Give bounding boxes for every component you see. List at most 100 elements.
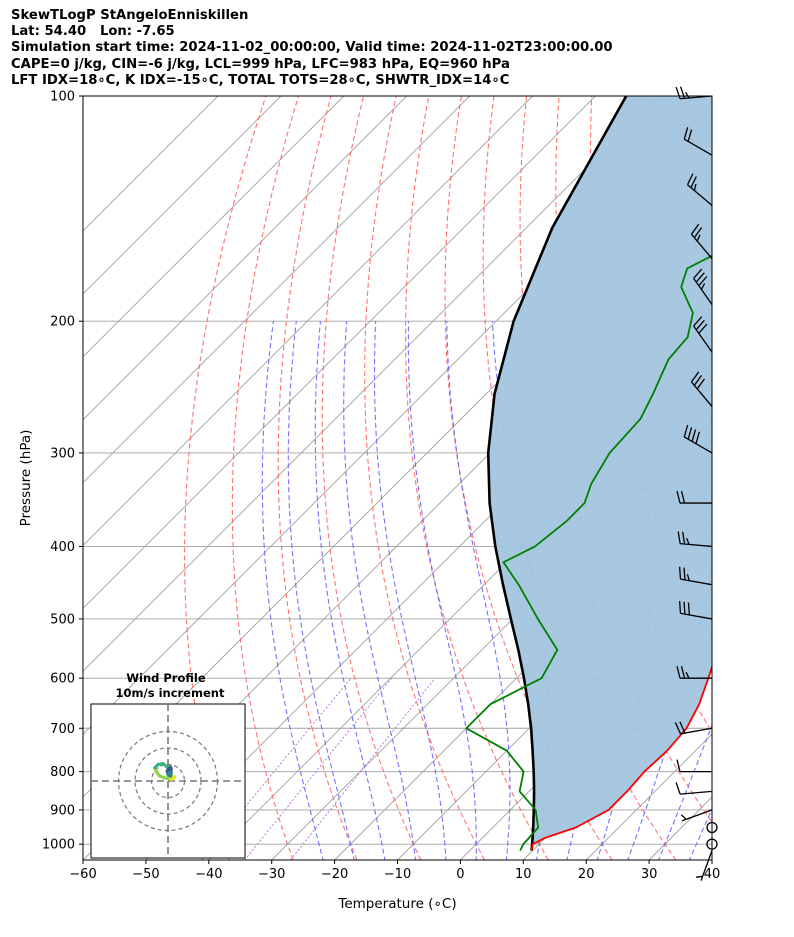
wind-barb [706,838,718,850]
barb-staff [680,95,713,100]
wind-barb [695,850,713,881]
barb-feather [686,173,694,186]
barb-feather [700,283,706,290]
x-tick-label: −40 [195,867,222,882]
chart-header: SkewTLogP StAngeloEnniskillen Lat: 54.40… [11,8,613,89]
chart-title: SkewTLogP StAngeloEnniskillen [11,8,249,23]
barb-staff [690,381,713,407]
dry-adiabat [321,96,422,860]
barb-staff [681,809,713,822]
x-tick-label: −50 [132,867,159,882]
wind-barb [706,821,718,834]
barb-feather [675,782,681,795]
barb-feather [674,722,682,735]
barb-feather [695,319,705,331]
isotherm-line [83,96,345,358]
barb-feather [693,268,703,279]
barb-feather [690,223,700,235]
dry-adiabat [364,96,485,860]
barb-feather [683,424,689,438]
wind-barb [678,600,713,620]
barb-feather [680,814,687,820]
hodograph-segment [168,765,173,772]
moist-adiabat [407,321,477,860]
isotherm-line [83,96,533,547]
barb-feather [685,671,690,679]
barb-feather [682,531,686,545]
barb-staff [693,325,713,353]
wind-barb [693,268,713,305]
calm-wind-circle [706,821,718,834]
barb-staff [680,790,713,795]
y-tick-label: 900 [50,803,75,818]
wind-barb [686,173,713,206]
barb-feather [680,490,686,504]
isotherm-line [83,96,219,232]
barb-staff [680,578,713,586]
barb-feather [676,666,681,679]
x-tick-label: 0 [456,867,464,882]
x-tick-label: −30 [258,867,285,882]
barb-feather [676,759,681,772]
wind-barb [674,721,713,735]
barb-feather [695,272,705,283]
barb-feather [678,566,682,580]
barb-feather [696,378,706,390]
dewpoint-line [465,254,712,852]
x-tick-label: −10 [384,867,411,882]
dry-adiabat [787,96,794,860]
mixing-ratio-line [290,677,436,860]
moist-adiabat [720,321,794,861]
dry-adiabat [755,96,794,860]
y-tick-label: 300 [50,446,75,461]
barb-feather [678,600,682,614]
barb-feather [683,601,686,615]
moist-adiabat [373,321,447,860]
barb-feather [695,875,703,878]
y-tick-label: 200 [50,315,75,330]
barb-feather [687,427,693,440]
wind-barb [678,566,713,586]
barb-staff [700,850,713,881]
barb-feather [679,86,686,99]
hodograph-title: Wind Profile [126,671,206,685]
params-line-2: LFT IDX=18∘C, K IDX=-15∘C, TOTAL TOTS=28… [11,72,510,88]
y-tick-label: 800 [50,765,75,780]
barb-staff [680,542,713,548]
barb-feather [683,567,686,580]
wind-barb [677,531,713,548]
moist-adiabat [314,321,386,860]
barb-feather [691,429,697,442]
barb-feather [686,537,690,545]
barb-feather [687,129,693,142]
moist-adiabat [446,321,511,860]
x-tick-label: −20 [321,867,348,882]
location-line: Lat: 54.40 Lon: -7.65 [11,24,175,40]
barb-staff [690,233,713,260]
moist-adiabat [261,321,324,860]
barb-staff [683,436,713,454]
x-tick-label: 10 [515,867,532,882]
plot-area [83,96,794,861]
y-tick-label: 1000 [42,838,75,853]
moist-adiabat [688,807,712,860]
wind-barb [683,424,713,454]
barb-feather [676,490,681,504]
mixing-ratio-line [244,677,393,860]
isotherm-line [83,96,408,421]
y-axis-label: Pressure (hPa) [18,430,34,527]
calm-wind-circle [706,838,718,850]
barb-feather [698,323,708,334]
y-tick-label: 400 [50,540,75,555]
moist-adiabat [287,321,355,860]
y-tick-label: 700 [50,722,75,737]
dry-adiabat [722,96,794,860]
barb-feather [695,431,701,444]
barb-feather [680,666,686,679]
barb-feather [677,531,681,544]
barb-staff [693,277,713,305]
x-tick-label: 20 [578,867,595,882]
wind-barb [683,127,713,156]
